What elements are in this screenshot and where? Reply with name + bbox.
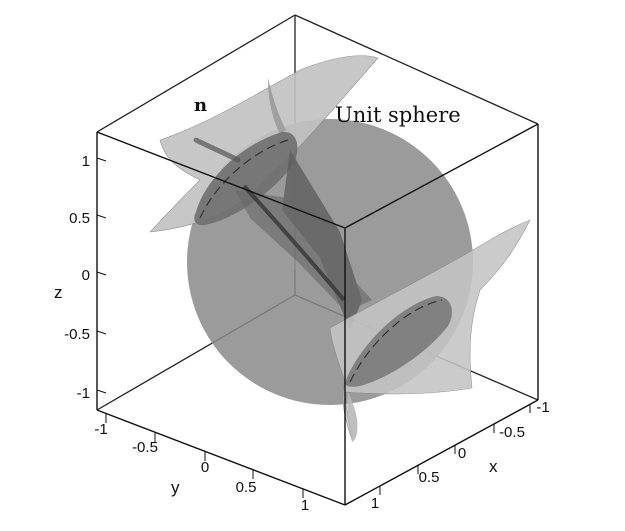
z-axis-name: z bbox=[54, 283, 63, 302]
normal-vector-label: n bbox=[194, 95, 207, 116]
cone-lower-right bbox=[329, 219, 531, 442]
y-axis-ticks bbox=[105, 414, 304, 498]
y-tick-label: 0 bbox=[201, 459, 209, 476]
z-tick-label: 0 bbox=[82, 267, 90, 284]
x-axis-ticks bbox=[379, 404, 531, 495]
z-tick-label: -1 bbox=[77, 385, 90, 402]
y-tick-label: 1 bbox=[301, 497, 309, 514]
y-axis-name: y bbox=[171, 478, 180, 497]
x-tick-label: 1 bbox=[371, 495, 379, 512]
x-tick-label: 0 bbox=[458, 445, 466, 462]
x-tick-label: -0.5 bbox=[499, 424, 525, 441]
x-axis-name: x bbox=[489, 457, 498, 476]
z-tick-label: 1 bbox=[82, 153, 90, 170]
x-tick-label: -1 bbox=[536, 399, 549, 416]
z-tick-label: 0.5 bbox=[69, 210, 90, 227]
y-tick-label: 0.5 bbox=[236, 479, 257, 496]
x-tick-label: 0.5 bbox=[419, 469, 440, 486]
cone-upper-left bbox=[149, 55, 379, 233]
box-front-edges bbox=[96, 123, 539, 506]
cone-central-band bbox=[235, 150, 372, 330]
y-tick-label: -1 bbox=[94, 421, 107, 438]
unit-sphere-label: Unit sphere bbox=[335, 103, 461, 127]
y-tick-label: -0.5 bbox=[132, 439, 158, 456]
z-axis-ticks bbox=[96, 157, 107, 394]
z-tick-label: -0.5 bbox=[64, 326, 90, 343]
